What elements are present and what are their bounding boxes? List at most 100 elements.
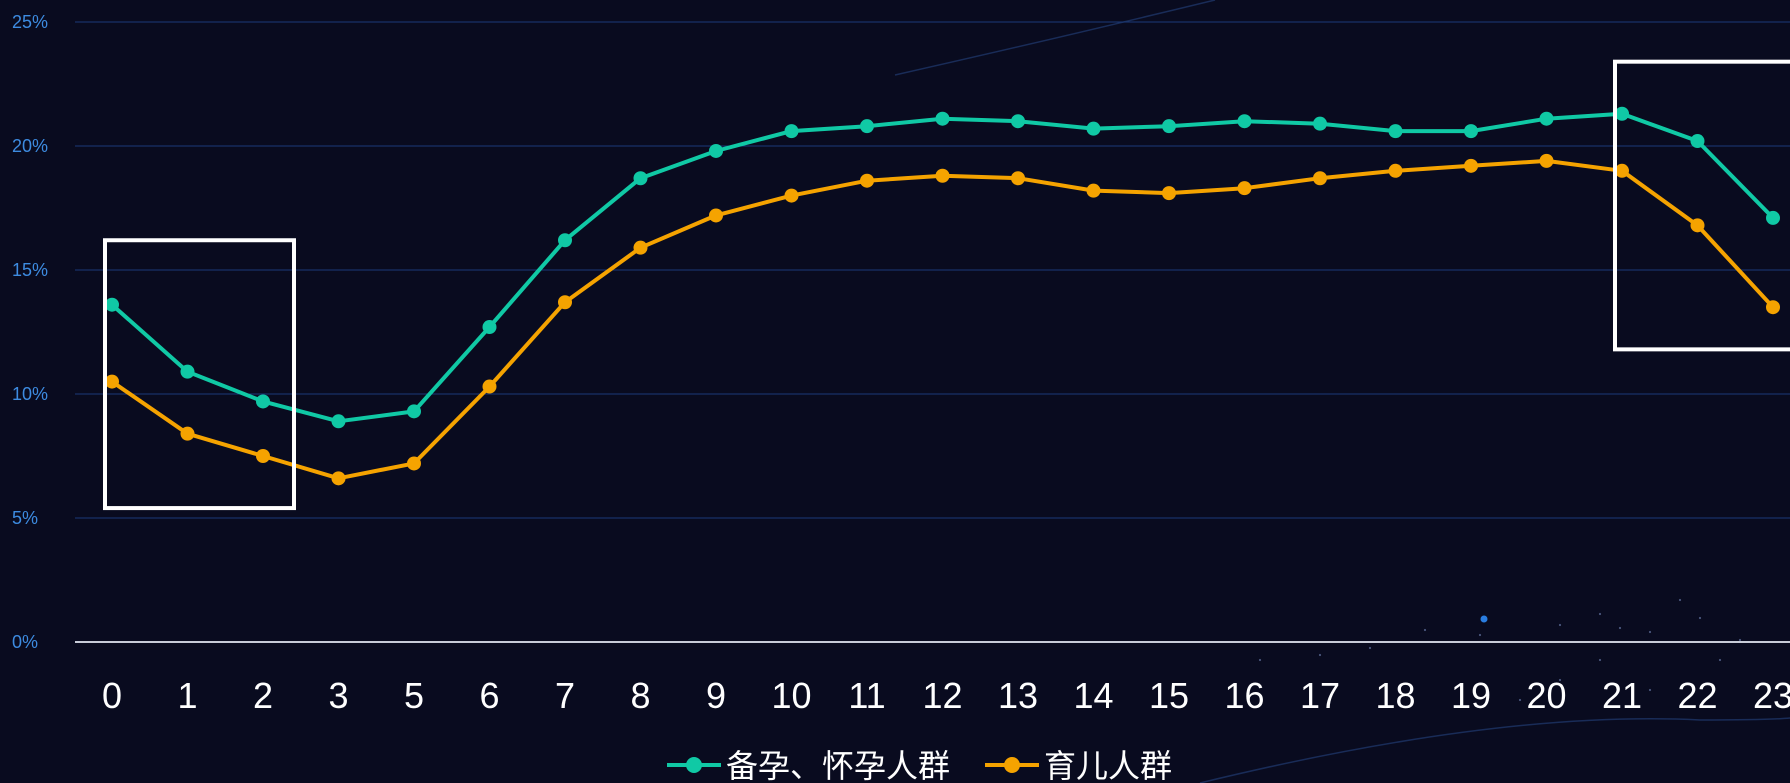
data-point[interactable]	[331, 471, 346, 486]
legend-marker	[1004, 757, 1020, 773]
data-point[interactable]	[256, 394, 270, 409]
data-point[interactable]	[1162, 119, 1176, 134]
y-tick-label: 25%	[12, 12, 48, 32]
data-point[interactable]	[1690, 218, 1705, 233]
highlight-box	[1613, 59, 1790, 352]
data-point[interactable]	[558, 233, 572, 248]
x-tick-label: 22	[1677, 675, 1717, 716]
x-tick-label: 8	[630, 675, 650, 716]
decor-star	[1738, 638, 1742, 642]
data-point[interactable]	[1237, 114, 1252, 129]
data-point[interactable]	[709, 143, 723, 158]
decor-star	[1318, 653, 1322, 657]
data-point[interactable]	[784, 124, 799, 139]
data-point[interactable]	[935, 168, 950, 183]
data-point[interactable]	[1766, 300, 1780, 315]
data-point[interactable]	[1086, 121, 1101, 136]
data-point[interactable]	[180, 364, 195, 379]
x-tick-label: 15	[1149, 675, 1189, 716]
legend-label: 备孕、怀孕人群	[726, 747, 950, 783]
background-decoration	[894, 0, 1790, 783]
data-point[interactable]	[105, 297, 119, 312]
x-tick-label: 23	[1753, 675, 1790, 716]
series-2	[105, 153, 1780, 486]
data-point[interactable]	[256, 449, 270, 463]
data-point[interactable]	[1464, 158, 1478, 173]
y-tick-label: 15%	[12, 260, 48, 280]
decor-star	[1598, 612, 1602, 616]
x-tick-label: 1	[177, 675, 197, 716]
data-point[interactable]	[1237, 181, 1252, 196]
data-point[interactable]	[1162, 186, 1176, 201]
x-tick-label: 11	[848, 675, 885, 716]
data-point[interactable]	[633, 171, 648, 186]
decor-star	[1558, 623, 1562, 627]
decor-star	[1598, 658, 1602, 662]
legend-item[interactable]: 育儿人群	[985, 747, 1172, 783]
data-point[interactable]	[482, 320, 497, 335]
data-point[interactable]	[331, 414, 346, 429]
legend-item[interactable]: 备孕、怀孕人群	[667, 747, 950, 783]
x-tick-label: 19	[1451, 675, 1491, 716]
data-point[interactable]	[709, 208, 723, 223]
y-tick-label: 20%	[12, 136, 48, 156]
data-point[interactable]	[1615, 163, 1629, 178]
x-tick-label: 12	[922, 675, 962, 716]
data-point[interactable]	[407, 456, 421, 471]
data-point[interactable]	[1086, 183, 1101, 198]
data-point[interactable]	[1464, 124, 1478, 139]
data-point[interactable]	[407, 404, 421, 419]
data-point[interactable]	[1011, 171, 1025, 186]
decor-star	[1698, 616, 1702, 620]
decor-star	[1678, 598, 1682, 602]
data-point[interactable]	[1539, 111, 1554, 126]
y-tick-label: 0%	[12, 632, 38, 652]
decor-star	[1618, 626, 1622, 630]
x-tick-label: 10	[771, 675, 811, 716]
x-tick-label: 5	[404, 675, 424, 716]
data-point[interactable]	[1313, 116, 1327, 131]
data-point[interactable]	[860, 119, 874, 134]
data-point[interactable]	[1388, 124, 1403, 139]
decor-star	[1478, 633, 1482, 637]
decor-glow-dot	[1480, 615, 1488, 623]
data-point[interactable]	[1539, 153, 1554, 168]
data-point[interactable]	[860, 173, 874, 188]
data-point[interactable]	[935, 111, 950, 126]
x-tick-label: 16	[1224, 675, 1264, 716]
data-point[interactable]	[482, 379, 497, 394]
legend[interactable]: 备孕、怀孕人群 育儿人群	[667, 747, 1172, 783]
decor-star	[1648, 630, 1652, 634]
x-tick-label: 9	[706, 675, 726, 716]
decor-arc-bottom	[1199, 717, 1790, 783]
series-line	[110, 111, 1775, 424]
data-point[interactable]	[1313, 171, 1327, 186]
x-tick-label: 2	[253, 675, 273, 716]
decor-star	[1368, 646, 1372, 650]
x-tick-label: 18	[1375, 675, 1415, 716]
legend-label: 育儿人群	[1044, 747, 1172, 783]
x-tick-label: 6	[479, 675, 499, 716]
y-tick-label: 10%	[12, 384, 48, 404]
x-tick-label: 3	[328, 675, 348, 716]
data-point[interactable]	[784, 188, 799, 203]
data-point[interactable]	[105, 374, 119, 389]
data-point[interactable]	[558, 295, 572, 310]
data-point[interactable]	[1615, 106, 1629, 121]
x-tick-label: 17	[1300, 675, 1340, 716]
x-tick-label: 7	[555, 675, 575, 716]
decor-star	[1423, 628, 1427, 632]
data-point[interactable]	[1011, 114, 1025, 129]
decor-arc-top	[894, 0, 1216, 76]
data-point[interactable]	[180, 426, 195, 441]
data-point[interactable]	[633, 240, 648, 255]
grid-lines	[75, 21, 1790, 519]
data-point[interactable]	[1690, 134, 1705, 149]
series-line	[110, 158, 1775, 481]
x-tick-label: 13	[998, 675, 1038, 716]
series-layer	[105, 106, 1780, 486]
x-tick-label: 21	[1602, 675, 1642, 716]
data-point[interactable]	[1388, 163, 1403, 178]
data-point[interactable]	[1766, 210, 1780, 225]
